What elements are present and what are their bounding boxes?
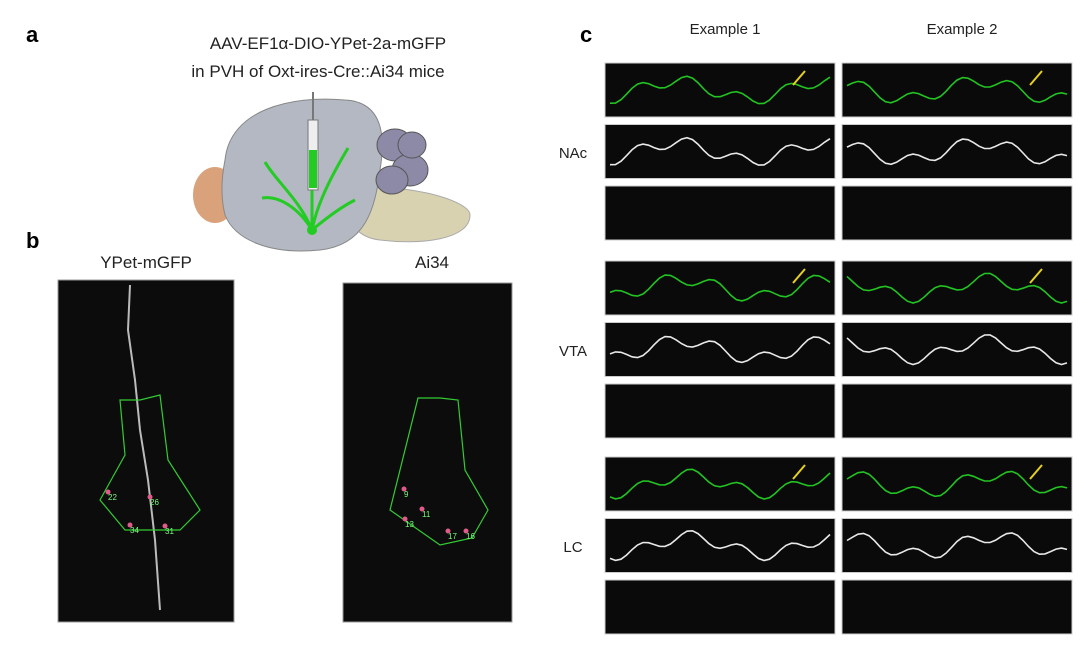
panel-label: b xyxy=(26,228,39,253)
roi-dot xyxy=(445,528,451,534)
roi-dot xyxy=(162,523,168,529)
micrograph xyxy=(841,383,1073,439)
micrograph xyxy=(841,322,1073,377)
roi-label: 13 xyxy=(405,520,414,529)
micrograph xyxy=(604,62,836,118)
fiber xyxy=(846,272,1068,304)
micrograph xyxy=(841,456,1073,512)
micrograph xyxy=(604,124,836,179)
panel-title: in PVH of Oxt-ires-Cre::Ai34 mice xyxy=(191,62,444,81)
micrograph xyxy=(604,456,836,512)
micrograph xyxy=(841,124,1073,179)
fiber xyxy=(609,335,831,364)
panel-label: c xyxy=(580,22,592,47)
micrograph xyxy=(604,579,836,635)
roi-label: 26 xyxy=(150,498,159,507)
fiber xyxy=(609,529,831,562)
fiber xyxy=(609,136,831,166)
micrograph xyxy=(841,62,1073,118)
roi-dot xyxy=(127,522,133,528)
fiber xyxy=(609,274,831,302)
roi-dot xyxy=(147,494,153,500)
roi-dot xyxy=(463,528,469,534)
arrow xyxy=(1029,70,1043,86)
micrograph xyxy=(604,383,836,439)
arrow xyxy=(792,70,806,86)
micrograph xyxy=(604,322,836,377)
panel-title: AAV-EF1α-DIO-YPet-2a-mGFP xyxy=(210,34,446,53)
arrow xyxy=(1029,268,1043,284)
roi-dot xyxy=(401,486,407,492)
micrograph xyxy=(604,260,836,316)
column-title: Example 1 xyxy=(690,21,761,38)
roi-dot xyxy=(402,516,408,522)
roi-label: 17 xyxy=(448,532,457,541)
micrograph xyxy=(604,518,836,573)
fiber xyxy=(846,470,1068,498)
arrow xyxy=(792,268,806,284)
panel-label: a xyxy=(26,22,39,47)
roi-label: 34 xyxy=(130,526,139,535)
micrograph xyxy=(841,185,1073,241)
fiber xyxy=(846,532,1068,559)
roi-label: 22 xyxy=(108,493,117,502)
micrograph xyxy=(57,279,235,623)
fiber xyxy=(846,334,1068,366)
row-label: NAc xyxy=(559,145,588,162)
image-title: YPet-mGFP xyxy=(100,253,192,272)
roi-label: 16 xyxy=(466,532,475,541)
row-label: LC xyxy=(563,539,582,556)
roi-dot xyxy=(419,506,425,512)
roi-dot xyxy=(105,489,111,495)
micrograph xyxy=(342,282,513,623)
roi-label: 31 xyxy=(165,527,174,536)
roi-label: 11 xyxy=(422,510,431,519)
micrograph xyxy=(841,260,1073,316)
fiber xyxy=(846,76,1068,104)
roi-outline xyxy=(389,397,489,546)
micrograph xyxy=(841,518,1073,573)
micrograph xyxy=(841,579,1073,635)
fiber xyxy=(126,284,161,611)
row-label: VTA xyxy=(559,343,587,360)
image-title: Ai34 xyxy=(415,253,449,272)
brain-illustration xyxy=(193,92,471,252)
arrow xyxy=(1029,464,1043,480)
fiber xyxy=(846,138,1068,166)
micrograph xyxy=(604,185,836,241)
fiber xyxy=(609,468,831,500)
roi-outline xyxy=(99,394,201,531)
arrow xyxy=(792,464,806,480)
roi-label: 9 xyxy=(404,490,409,499)
column-title: Example 2 xyxy=(927,21,998,38)
